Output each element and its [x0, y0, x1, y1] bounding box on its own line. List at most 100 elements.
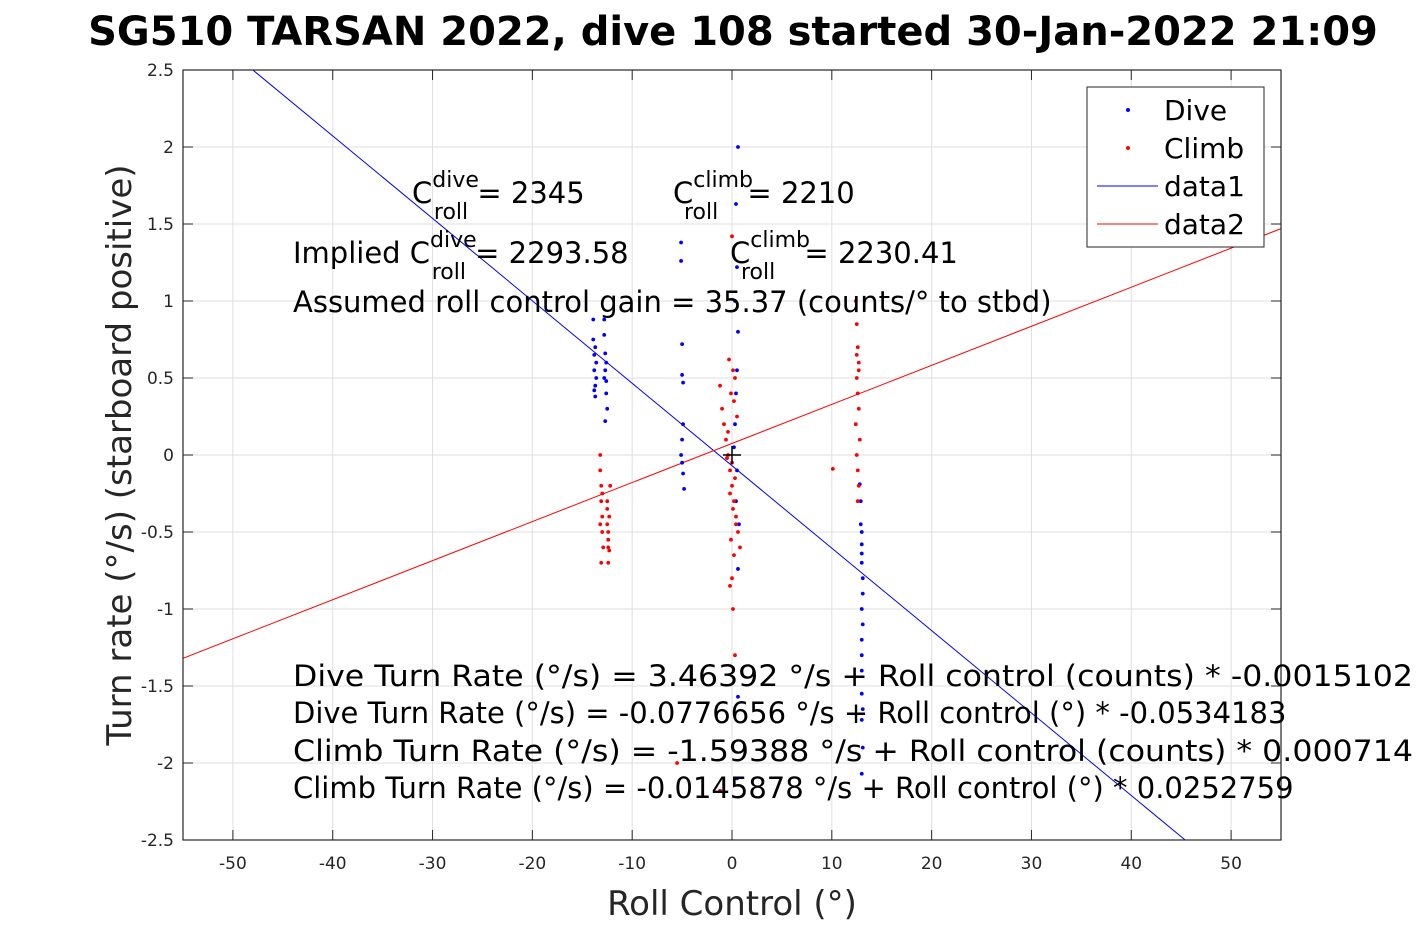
dive-point — [602, 317, 607, 322]
climb-point — [730, 576, 734, 581]
x-tick-label: -30 — [419, 854, 447, 874]
dive-point — [592, 388, 597, 393]
climb-point — [855, 345, 860, 350]
dive-point — [593, 345, 598, 350]
dive-point — [681, 471, 685, 476]
roll-gain-annotation: Assumed roll control gain = 35.37 (count… — [293, 285, 1052, 319]
legend-dive-marker — [1126, 108, 1130, 112]
y-tick-label: 1.5 — [147, 215, 174, 235]
dive-point — [736, 329, 740, 334]
climb-point — [731, 507, 735, 511]
dive-point — [680, 342, 684, 347]
dive-point — [591, 317, 596, 322]
x-tick-label: 20 — [921, 854, 943, 874]
legend-data1-label: data1 — [1164, 170, 1245, 203]
climb-point — [599, 483, 604, 488]
dive-point — [593, 383, 598, 388]
x-tick-labels: -50 -40 -30 -20 -10 0 10 20 30 40 50 — [219, 854, 1242, 874]
data-points — [591, 145, 865, 793]
climb-point — [853, 422, 858, 427]
climb-point — [731, 607, 735, 611]
implied-c-roll-dive-annotation: Implied Cdive roll = 2293.58 — [293, 228, 629, 285]
y-axis-label: Turn rate (°/s) (starboard positive) — [100, 164, 140, 746]
y-tick-label: 2.5 — [147, 61, 174, 81]
climb-point — [729, 537, 733, 542]
dive-point — [734, 202, 738, 206]
dive-point — [734, 391, 738, 396]
climb-point — [606, 545, 611, 550]
dive-point — [859, 668, 864, 673]
dive-fit-counts-equation: Dive Turn Rate (°/s) = 3.46392 °/s + Rol… — [293, 659, 1413, 693]
y-tick-label: 0 — [163, 446, 174, 466]
climb-point — [730, 234, 734, 239]
climb-point — [598, 522, 603, 527]
dive-point — [735, 468, 739, 473]
climb-point — [608, 483, 613, 488]
climb-point — [728, 468, 732, 473]
climb-point — [736, 530, 740, 534]
y-tick-label: 0.5 — [147, 369, 174, 389]
dive-fit-degrees-equation: Dive Turn Rate (°/s) = -0.0776656 °/s + … — [293, 696, 1286, 730]
dive-point — [594, 376, 599, 380]
climb-point — [605, 499, 610, 504]
climb-point — [857, 437, 862, 442]
legend: Dive Climb data1 data2 — [1086, 86, 1265, 248]
dive-point — [860, 707, 865, 711]
dive-point — [604, 360, 609, 365]
dive-point — [592, 353, 597, 357]
dive-point — [594, 360, 599, 365]
climb-point — [606, 560, 611, 565]
dive-point — [680, 437, 684, 442]
dive-point — [860, 745, 865, 750]
dive-point — [593, 394, 598, 399]
legend-climb-marker — [1126, 146, 1130, 150]
climb-point — [599, 560, 604, 565]
dive-point — [603, 368, 608, 373]
dive-point — [859, 717, 864, 722]
climb-point — [854, 322, 859, 326]
c-roll-climb-annotation: Cclimb roll = 2210 — [673, 168, 855, 225]
dive-point — [860, 576, 865, 581]
legend-dive-label: Dive — [1164, 94, 1227, 127]
dive-point — [859, 551, 864, 556]
dive-point — [858, 499, 863, 504]
dive-point — [860, 622, 865, 627]
y-tick-label: -1 — [157, 600, 174, 620]
chart-title: SG510 TARSAN 2022, dive 108 started 30-J… — [88, 9, 1378, 55]
climb-point — [720, 406, 724, 411]
x-tick-label: 40 — [1120, 854, 1142, 874]
dive-point — [735, 265, 739, 270]
climb-point — [732, 553, 736, 557]
climb-point — [598, 468, 603, 473]
climb-point — [675, 761, 679, 765]
origin-marker — [723, 446, 741, 464]
dive-point — [733, 422, 737, 427]
climb-point — [607, 548, 612, 553]
climb-point — [855, 499, 860, 504]
y-tick-label: -2 — [157, 754, 174, 774]
climb-point — [599, 499, 604, 504]
climb-point — [606, 537, 611, 542]
dive-point — [604, 391, 609, 396]
dive-point — [732, 445, 736, 450]
climb-point — [830, 466, 835, 471]
dive-point — [591, 337, 596, 342]
dive-point — [602, 332, 607, 337]
climb-point — [734, 514, 738, 519]
dive-point — [603, 351, 608, 356]
climb-point — [856, 368, 861, 373]
climb-point — [607, 514, 612, 519]
climb-point — [728, 584, 732, 588]
y-tick-labels: -2.5 -2 -1.5 -1 -0.5 0 0.5 1 1.5 2 2.5 — [141, 61, 174, 851]
dive-point — [735, 776, 739, 781]
climb-point — [856, 406, 861, 411]
dive-point — [736, 145, 740, 149]
dive-point — [859, 607, 864, 611]
climb-fit-degrees-equation: Climb Turn Rate (°/s) = -0.0145878 °/s +… — [293, 771, 1294, 805]
dive-point — [858, 522, 863, 527]
dive-point — [602, 376, 607, 380]
y-tick-label: 1 — [163, 292, 174, 312]
climb-point — [606, 530, 611, 534]
data1-fit-line — [252, 69, 1186, 841]
data2-fit-line — [182, 228, 1282, 659]
